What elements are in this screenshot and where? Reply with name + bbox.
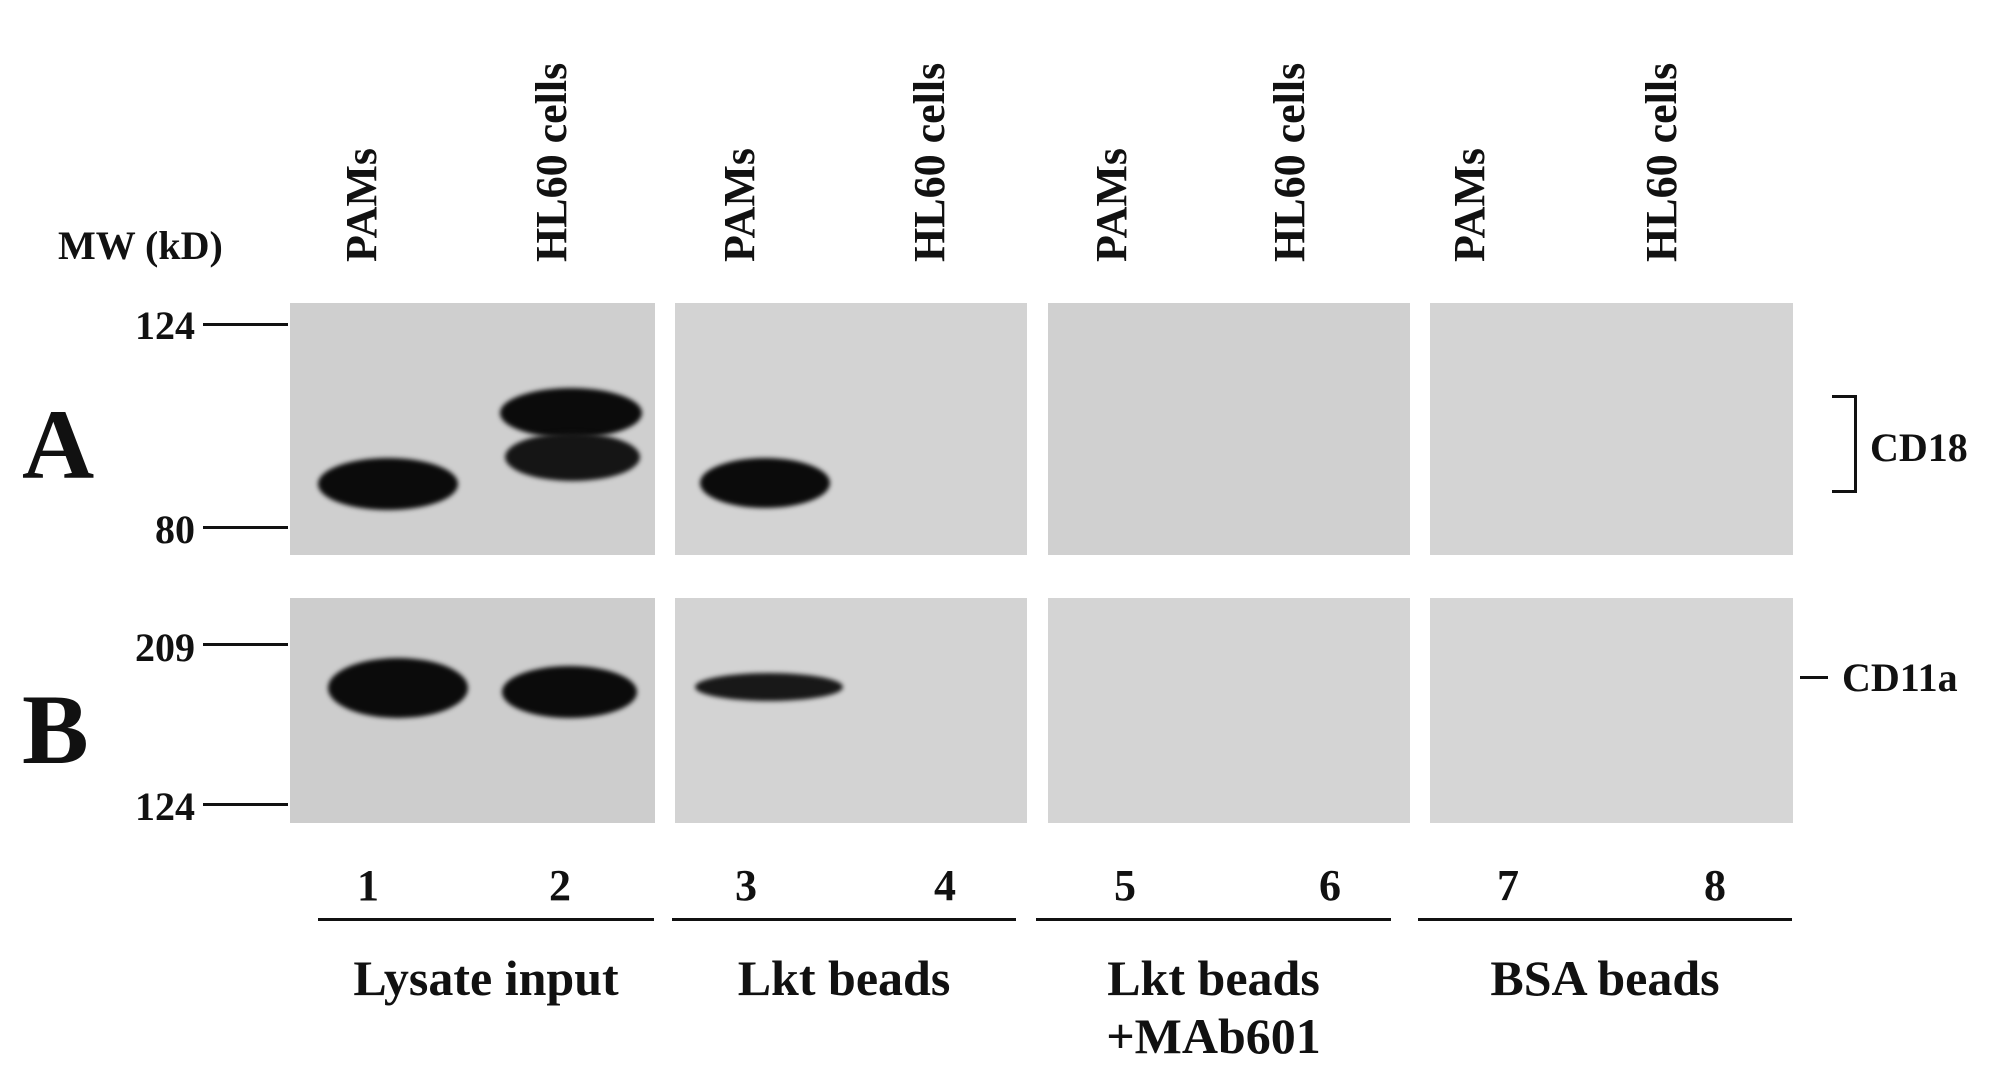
lane-number-6: 6	[1319, 861, 1341, 910]
group-label-lysate-input: Lysate input	[353, 950, 619, 1006]
cd18-bracket	[1832, 395, 1857, 493]
panel-b-mw-bottom-tick	[203, 803, 288, 806]
group-underline-1	[318, 918, 654, 921]
cd11a-band-lane-1	[328, 658, 468, 718]
lane-number-8: 8	[1704, 861, 1726, 910]
lane-header-5: PAMs	[1087, 147, 1136, 262]
panel-b-mw-bottom-label: 124	[135, 784, 195, 829]
cd18-band-lane-3	[700, 458, 830, 508]
group-label-lkt-beads-mab601: Lkt beads +MAb601	[1106, 950, 1321, 1064]
panel-b-mw-top-label: 209	[135, 625, 195, 670]
lane-header-2: HL60 cells	[527, 62, 576, 262]
lane-number-3: 3	[735, 861, 757, 910]
panel-a-mw-bottom-tick	[203, 526, 288, 529]
panel-a-mw-bottom-label: 80	[155, 507, 195, 552]
lane-header-3: PAMs	[715, 147, 764, 262]
panel-a-mw-top-label: 124	[135, 303, 195, 348]
group-label-bsa-beads: BSA beads	[1490, 950, 1720, 1006]
lane-header-1: PAMs	[337, 147, 386, 262]
panel-a-blot-3	[1048, 303, 1410, 555]
panel-a-blot-1	[290, 303, 655, 555]
mw-title: MW (kD)	[58, 223, 223, 268]
panel-b-blot-3	[1048, 598, 1410, 823]
cd18-label: CD18	[1870, 425, 1968, 470]
lane-header-7: PAMs	[1445, 147, 1494, 262]
lane-number-1: 1	[357, 861, 379, 910]
panel-b-letter: B	[22, 674, 89, 785]
panel-b-blot-4	[1430, 598, 1793, 823]
lane-number-2: 2	[549, 861, 571, 910]
group-label-lkt-beads: Lkt beads	[737, 950, 951, 1006]
cd11a-label: CD11a	[1842, 655, 1958, 700]
panel-b-blot-1	[290, 598, 655, 823]
lane-number-4: 4	[934, 861, 956, 910]
group-underline-4	[1418, 918, 1792, 921]
panel-a-blot-2	[675, 303, 1027, 555]
panel-a-letter: A	[22, 389, 95, 500]
lane-number-7: 7	[1497, 861, 1519, 910]
lane-number-5: 5	[1114, 861, 1136, 910]
panel-a-mw-top-tick	[203, 323, 288, 326]
panel-b-mw-top-tick	[203, 643, 288, 646]
lane-header-6: HL60 cells	[1265, 62, 1314, 262]
cd11a-marker	[1800, 676, 1828, 679]
cd18-band-lane-2-upper	[500, 388, 642, 438]
group-underline-3	[1036, 918, 1391, 921]
lane-header-4: HL60 cells	[905, 62, 954, 262]
panel-b-blot-2	[675, 598, 1027, 823]
lane-header-8: HL60 cells	[1637, 62, 1686, 262]
group-underline-2	[672, 918, 1016, 921]
cd11a-band-lane-2	[502, 666, 637, 718]
cd11a-band-lane-3	[695, 673, 843, 701]
cd18-band-lane-1	[318, 458, 458, 510]
cd18-band-lane-2-lower	[505, 433, 640, 481]
panel-a-blot-4	[1430, 303, 1793, 555]
